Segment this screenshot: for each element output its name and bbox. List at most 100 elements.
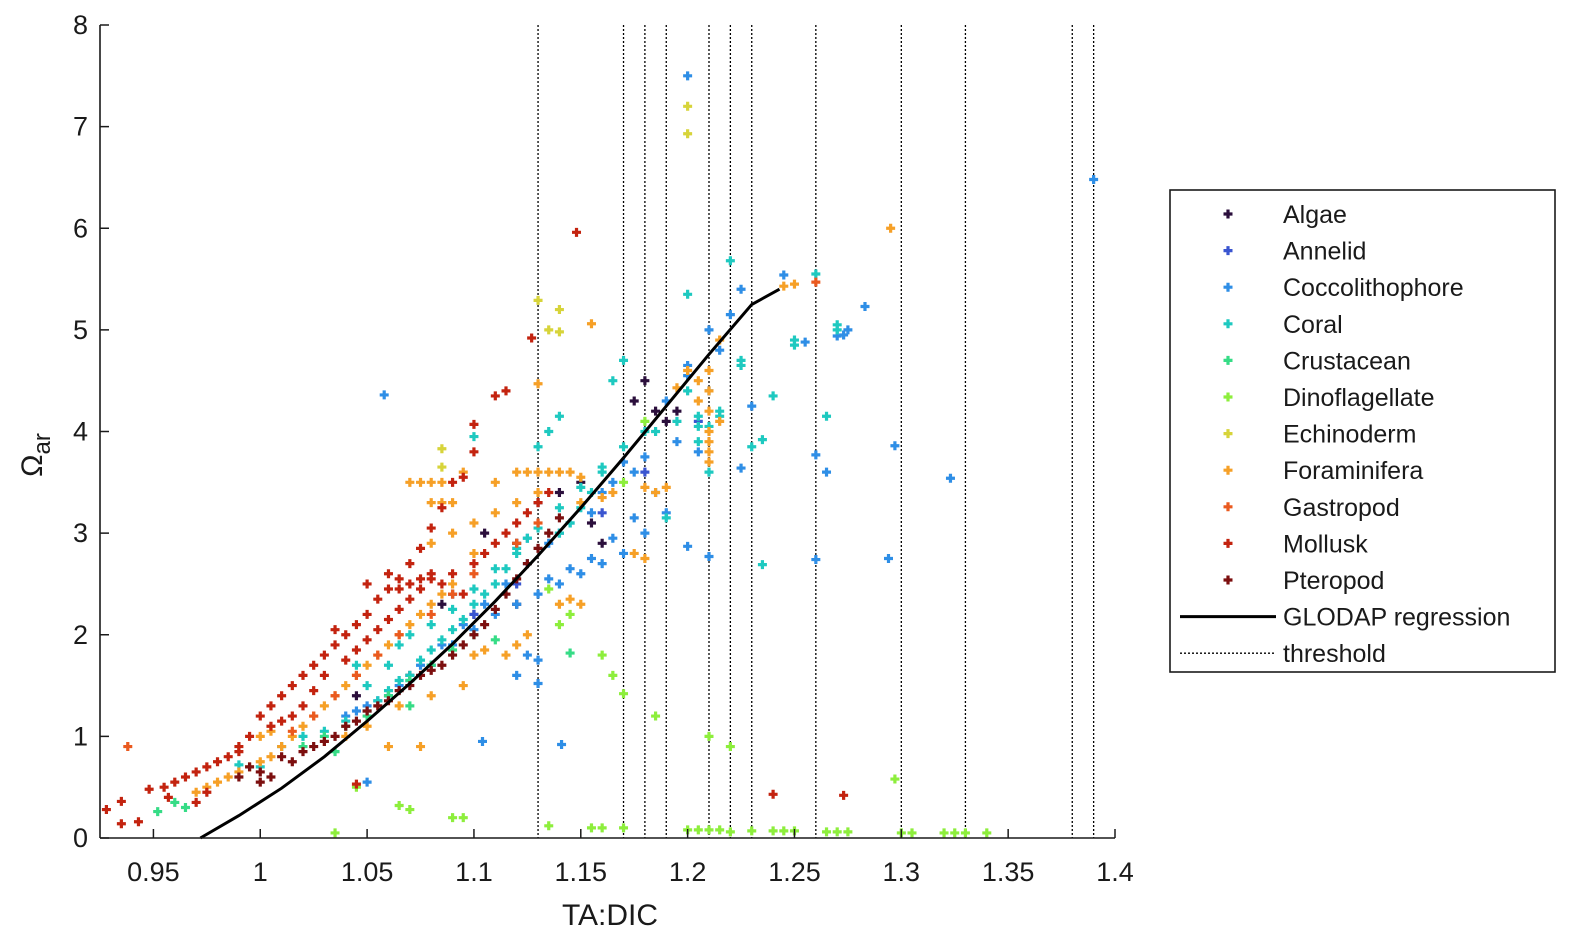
point-annelid-6 (597, 508, 607, 518)
point-mollusk-60 (522, 508, 532, 518)
point-mollusk-53 (448, 569, 458, 579)
legend: Algae Annelid Coccolithophore Coral Crustace… (1169, 189, 1556, 673)
legend-marker-crustacean (1223, 355, 1233, 365)
y-tick-label-2: 1 (73, 721, 88, 751)
point-mollusk-78 (234, 747, 244, 757)
point-dinoflagellate-12 (693, 825, 703, 835)
point-foraminifera-25 (597, 493, 607, 503)
point-coccolithophore-67 (608, 533, 618, 543)
point-mollusk-59 (512, 518, 522, 528)
legend-marker-annelid (1223, 246, 1233, 256)
point-coral-7 (747, 442, 757, 452)
point-coccolithophore-71 (640, 452, 650, 462)
point-foraminifera-62 (319, 701, 329, 711)
point-mollusk-9 (437, 503, 447, 513)
point-foraminifera-29 (576, 599, 586, 609)
point-coccolithophore-44 (800, 337, 810, 347)
point-mollusk-49 (405, 579, 415, 589)
point-crustacean-1 (170, 797, 180, 807)
point-foraminifera-33 (554, 467, 564, 477)
point-foraminifera-27 (565, 594, 575, 604)
legend-label-coccolithophore: Coccolithophore (1283, 274, 1464, 302)
point-gastropod-10 (351, 670, 361, 680)
point-mollusk-18 (341, 630, 351, 640)
point-foraminifera-47 (448, 498, 458, 508)
data-points (101, 71, 1099, 838)
point-coccolithophore-43 (725, 310, 735, 320)
point-foraminifera-54 (405, 620, 415, 630)
point-coccolithophore-17 (704, 551, 714, 561)
point-gastropod-13 (287, 726, 297, 736)
point-coccolithophore-18 (683, 541, 693, 551)
point-coccolithophore-37 (533, 679, 543, 689)
point-dinoflagellate-30 (725, 742, 735, 752)
point-foraminifera-6 (704, 386, 714, 396)
point-echinoderm-4 (544, 325, 554, 335)
point-pteropod-30 (245, 762, 255, 772)
x-tick-label-9: 1.35 (982, 857, 1035, 887)
point-foraminifera-75 (255, 731, 265, 741)
point-coral-65 (597, 462, 607, 472)
point-pteropod-8 (330, 731, 340, 741)
point-gastropod-8 (394, 630, 404, 640)
point-coral-15 (683, 386, 693, 396)
point-foraminifera-8 (704, 406, 714, 416)
point-foraminifera-15 (683, 366, 693, 376)
point-pteropod-3 (277, 752, 287, 762)
point-mollusk-26 (255, 711, 265, 721)
point-mollusk-24 (277, 691, 287, 701)
point-foraminifera-19 (661, 482, 671, 492)
legend-marker-dinoflagellate (1223, 392, 1233, 402)
point-coccolithophore-2 (477, 736, 487, 746)
point-coral-37 (448, 625, 458, 635)
point-mollusk-43 (202, 787, 212, 797)
point-pteropod-20 (458, 640, 468, 650)
point-coccolithophore-7 (945, 473, 955, 483)
point-foraminifera-64 (298, 721, 308, 731)
point-foraminifera-86 (490, 477, 500, 487)
point-coral-26 (554, 411, 564, 421)
point-coral-52 (351, 660, 361, 670)
point-dinoflagellate-10 (619, 823, 629, 833)
legend-label-gastropod: Gastropod (1283, 494, 1400, 522)
point-mollusk-73 (416, 584, 426, 594)
point-mollusk-56 (480, 548, 490, 558)
x-tick-label-2: 1 (253, 857, 268, 887)
point-foraminifera-72 (213, 777, 223, 787)
point-coral-32 (490, 579, 500, 589)
point-mollusk-35 (159, 782, 169, 792)
point-coccolithophore-8 (890, 441, 900, 451)
y-axis-label: Ωar (16, 433, 56, 477)
point-foraminifera-71 (223, 772, 233, 782)
legend-label-annelid: Annelid (1283, 238, 1366, 266)
point-pteropod-6 (309, 742, 319, 752)
point-foraminifera-3 (779, 281, 789, 291)
point-coccolithophore-57 (501, 579, 511, 589)
legend-box (1169, 189, 1556, 673)
point-pteropod-22 (480, 620, 490, 630)
point-foraminifera-42 (426, 538, 436, 548)
point-foraminifera-83 (512, 640, 522, 650)
point-coccolithophore-75 (544, 574, 554, 584)
point-pteropod-7 (319, 736, 329, 746)
point-foraminifera-28 (554, 599, 564, 609)
point-pteropod-10 (351, 716, 361, 726)
point-coral-40 (416, 655, 426, 665)
point-dinoflagellate-29 (890, 774, 900, 784)
point-mollusk-46 (330, 625, 340, 635)
point-pteropod-4 (287, 757, 297, 767)
point-mollusk-77 (287, 711, 297, 721)
point-foraminifera-34 (565, 467, 575, 477)
point-gastropod-3 (533, 518, 543, 528)
point-foraminifera-78 (416, 742, 426, 752)
point-dinoflagellate-39 (619, 477, 629, 487)
point-coccolithophore-46 (839, 330, 849, 340)
point-foraminifera-87 (469, 548, 479, 558)
point-foraminifera-4 (586, 319, 596, 329)
point-coral-74 (832, 325, 842, 335)
point-dinoflagellate-1 (330, 828, 340, 838)
point-dinoflagellate-7 (544, 821, 554, 831)
point-coral-68 (693, 421, 703, 431)
point-mollusk-72 (405, 594, 415, 604)
point-mollusk-45 (362, 579, 372, 589)
